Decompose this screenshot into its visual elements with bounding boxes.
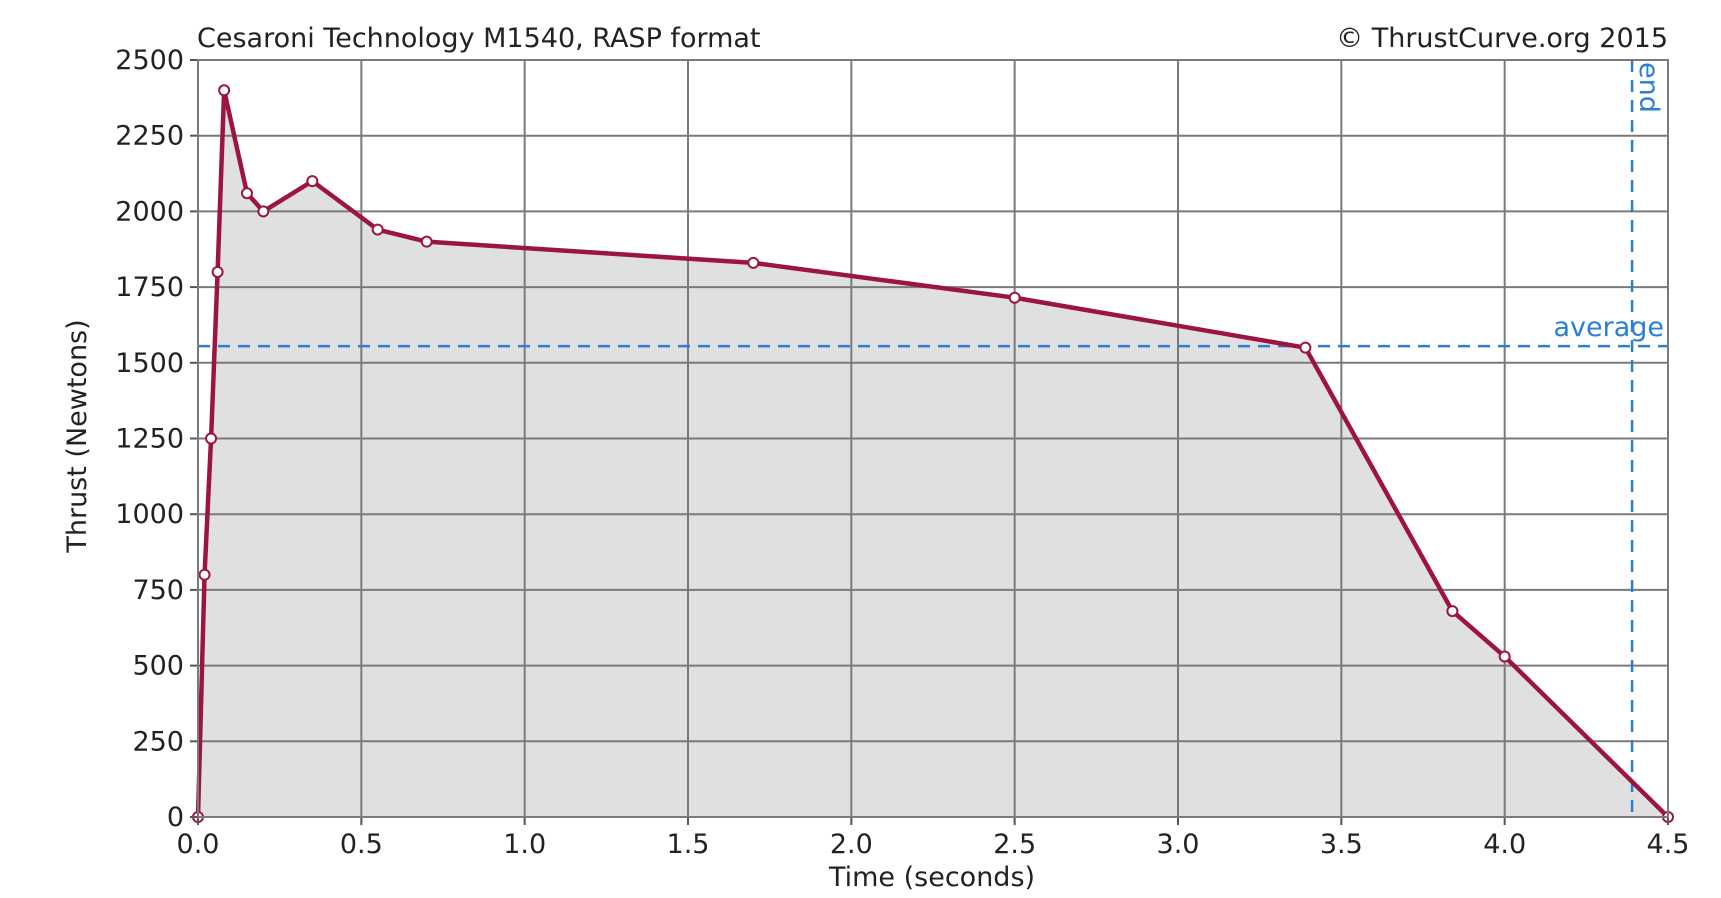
data-point (205, 432, 218, 445)
y-axis-title: Thrust (Newtons) (62, 319, 93, 553)
data-point (1446, 605, 1459, 618)
x-tick-label: 1.0 (503, 829, 546, 860)
x-axis-title: Time (seconds) (828, 862, 1035, 893)
y-tick-label: 750 (132, 575, 184, 606)
data-point (1008, 291, 1021, 304)
data-point (306, 175, 319, 188)
y-tick-label: 0 (167, 802, 184, 833)
y-tick-label: 500 (132, 651, 184, 682)
data-point (218, 84, 231, 97)
area-fill-group (198, 90, 1668, 817)
x-tick-label: 2.0 (830, 829, 873, 860)
end-label: end (1633, 62, 1664, 113)
data-point (1299, 341, 1312, 354)
y-tick-label: 2000 (115, 196, 184, 227)
y-tick-label: 2500 (115, 45, 184, 76)
series-line-group (195, 88, 1670, 819)
x-tick-label: 3.5 (1320, 829, 1363, 860)
data-point (747, 256, 760, 269)
x-tick-label: 4.5 (1647, 829, 1690, 860)
x-tick-label: 1.5 (667, 829, 710, 860)
x-tick-label: 3.0 (1157, 829, 1200, 860)
y-tick-label: 1250 (115, 424, 184, 455)
x-tick-label: 0.0 (177, 829, 220, 860)
data-point (257, 205, 270, 218)
y-tick-label: 2250 (115, 121, 184, 152)
x-tick-label: 4.0 (1483, 829, 1526, 860)
data-point (420, 235, 433, 248)
copyright-text: © ThrustCurve.org 2015 (1336, 23, 1668, 54)
data-point (371, 223, 384, 236)
data-point (241, 187, 253, 200)
axes-group: 0.0 0.5 1.0 1.5 2.0 2.5 3.0 3.5 4.0 4.5 0 250 500 750… (115, 45, 1689, 860)
x-tick-label: 2.5 (993, 829, 1036, 860)
area-fill (198, 90, 1668, 817)
data-point (1498, 650, 1511, 663)
x-tick-label: 0.5 (340, 829, 383, 860)
chart-title: Cesaroni Technology M1540, RASP format (197, 23, 761, 54)
reference-lines-group: average end (198, 60, 1668, 817)
data-point (198, 568, 211, 581)
data-point (211, 265, 224, 278)
y-tick-label: 1500 (115, 348, 184, 379)
y-tick-label: 250 (132, 726, 184, 757)
y-tick-label: 1000 (115, 499, 184, 530)
y-tick-label: 1750 (115, 272, 184, 303)
plot-frame (197, 59, 1669, 818)
thrust-curve-line (195, 88, 1670, 819)
average-label: average (1553, 312, 1664, 343)
